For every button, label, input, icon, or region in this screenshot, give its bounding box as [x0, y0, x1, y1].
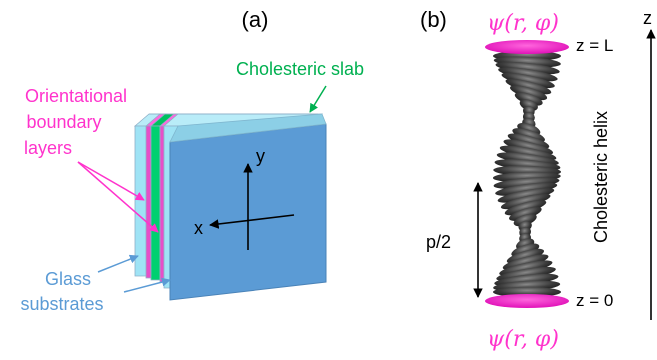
boundary-layer-back	[145, 125, 152, 279]
helix-molecule	[500, 193, 551, 210]
panel-b: (b) ψ(r, φ) ψ(r, φ) z = L z = 0 p/2 Chol…	[420, 7, 656, 352]
panel-a-label: (a)	[242, 7, 269, 32]
glass-label-line-1: Glass	[45, 269, 91, 289]
xy-axes	[209, 163, 295, 250]
helix-molecule	[498, 67, 558, 82]
boundary-label-line-1: Orientational	[25, 86, 127, 106]
boundary-layer-front	[159, 125, 165, 283]
cholesteric-slab-label: Cholesteric slab	[236, 59, 364, 79]
z-axis-label: z	[643, 8, 652, 28]
front-substrate-top	[169, 113, 327, 143]
cholesteric-slab	[150, 125, 161, 281]
boundary-label-line-3: layers	[24, 138, 72, 158]
panel-a: (a) y x	[20, 7, 364, 314]
glass-arrow-1	[97, 254, 139, 273]
y-axis-label: y	[256, 146, 265, 166]
boundary-layers-label: Orientational boundary layers	[24, 86, 127, 158]
psi-bottom-label: ψ(r, φ)	[487, 327, 559, 352]
helix-molecule	[497, 187, 555, 203]
helix-molecule	[509, 85, 548, 101]
helix-molecule	[505, 78, 552, 95]
top-boundary-disk	[485, 40, 569, 54]
helix-molecule	[495, 182, 558, 196]
helix-molecule	[504, 200, 547, 216]
psi-top-label: ψ(r, φ)	[487, 11, 559, 36]
helix-molecule	[509, 206, 542, 221]
boundary-label-line-2: boundary	[26, 112, 101, 132]
panel-b-label: (b)	[420, 7, 447, 32]
glass-label-line-2: substrates	[20, 294, 103, 314]
cholesteric-helix-label: Cholesteric helix	[591, 111, 611, 243]
boundary-arrow-2	[77, 161, 159, 233]
z-bottom-label: z = 0	[576, 291, 613, 310]
bottom-boundary-disk	[485, 294, 569, 308]
x-axis-label: x	[194, 218, 203, 238]
half-pitch-label: p/2	[426, 232, 451, 252]
boundary-arrow-1	[77, 161, 145, 201]
helix-molecule	[501, 72, 555, 89]
x-axis-arrow	[209, 214, 295, 229]
helix-molecule	[495, 61, 560, 75]
helix-molecules	[492, 50, 562, 298]
cholesteric-arrow	[309, 85, 327, 113]
glass-arrow-2	[123, 277, 171, 293]
helix-molecule	[514, 92, 543, 106]
z-top-label: z = L	[576, 36, 613, 55]
